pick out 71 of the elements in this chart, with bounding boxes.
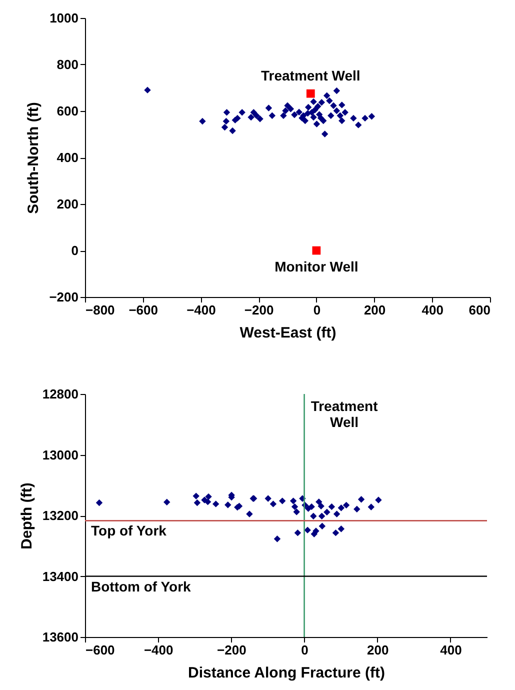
x-tick-label: 0	[301, 642, 308, 658]
x-tick-label: 200	[364, 302, 386, 318]
point	[310, 512, 317, 520]
y-tick-label: 0	[71, 243, 78, 258]
point	[318, 522, 326, 530]
point	[164, 498, 170, 506]
point	[294, 529, 302, 536]
point	[308, 503, 315, 510]
point	[192, 492, 200, 500]
annotation: Monitor Well	[274, 258, 358, 274]
point	[316, 498, 322, 506]
point	[342, 502, 350, 509]
point	[274, 536, 281, 542]
point	[224, 502, 232, 508]
point	[194, 499, 201, 506]
ref-line-label: Top of York	[91, 522, 167, 539]
y-tick-label: 400	[56, 150, 78, 165]
x-tick-label: 400	[422, 302, 444, 318]
y-axis-title: South-North (ft)	[25, 102, 42, 214]
x-tick-label: −400	[186, 302, 216, 318]
y-tick-label: 13400	[42, 568, 78, 584]
point	[358, 496, 365, 503]
point	[328, 503, 336, 510]
x-tick-label: −600	[128, 302, 158, 318]
y-tick-label: 13600	[42, 630, 78, 644]
x-tick-label: −600	[86, 642, 115, 658]
annotation: Treatment Well	[260, 68, 360, 84]
x-axis-title: Distance Along Fracture (ft)	[188, 664, 385, 682]
point	[338, 504, 345, 512]
point	[375, 496, 382, 504]
point	[246, 510, 253, 518]
point	[318, 502, 324, 510]
point	[204, 498, 212, 506]
x-axis-title: West-East (ft)	[240, 324, 336, 342]
point	[290, 498, 297, 504]
point	[278, 498, 286, 504]
y-axis-title: Depth (ft)	[18, 482, 36, 550]
point	[264, 495, 272, 502]
point	[332, 529, 340, 536]
x-tick-label: 400	[440, 642, 462, 658]
point	[205, 493, 212, 500]
point	[96, 499, 103, 506]
x-tick-label: 0	[313, 302, 321, 318]
point	[304, 526, 311, 534]
point	[368, 504, 375, 510]
x-tick-label: 200	[367, 642, 389, 658]
point	[270, 500, 277, 508]
x-tick-label: −400	[144, 642, 174, 658]
point	[338, 526, 345, 532]
point	[354, 506, 360, 512]
y-tick-label: −200	[49, 290, 78, 304]
y-tick-label: 12800	[42, 386, 78, 402]
point	[291, 503, 298, 510]
x-tick-label: 600	[468, 302, 490, 318]
y-tick-label: 600	[56, 104, 78, 118]
point	[318, 512, 326, 520]
y-tick-label: 800	[56, 57, 78, 72]
x-tick-label: −200	[244, 302, 274, 318]
ref-line-label: Bottom of York	[91, 578, 192, 594]
point	[312, 528, 320, 534]
ref-line-label: Treatment Well	[310, 398, 378, 430]
point	[212, 500, 220, 508]
x-tick-label: −800	[86, 302, 115, 318]
point	[324, 508, 330, 516]
point	[333, 510, 340, 518]
y-tick-label: 200	[56, 196, 78, 212]
y-tick-label: 13000	[42, 447, 78, 462]
y-tick-label: 13200	[42, 508, 78, 523]
point	[293, 508, 300, 516]
x-tick-label: −200	[217, 642, 246, 658]
y-tick-label: 1000	[50, 10, 78, 26]
